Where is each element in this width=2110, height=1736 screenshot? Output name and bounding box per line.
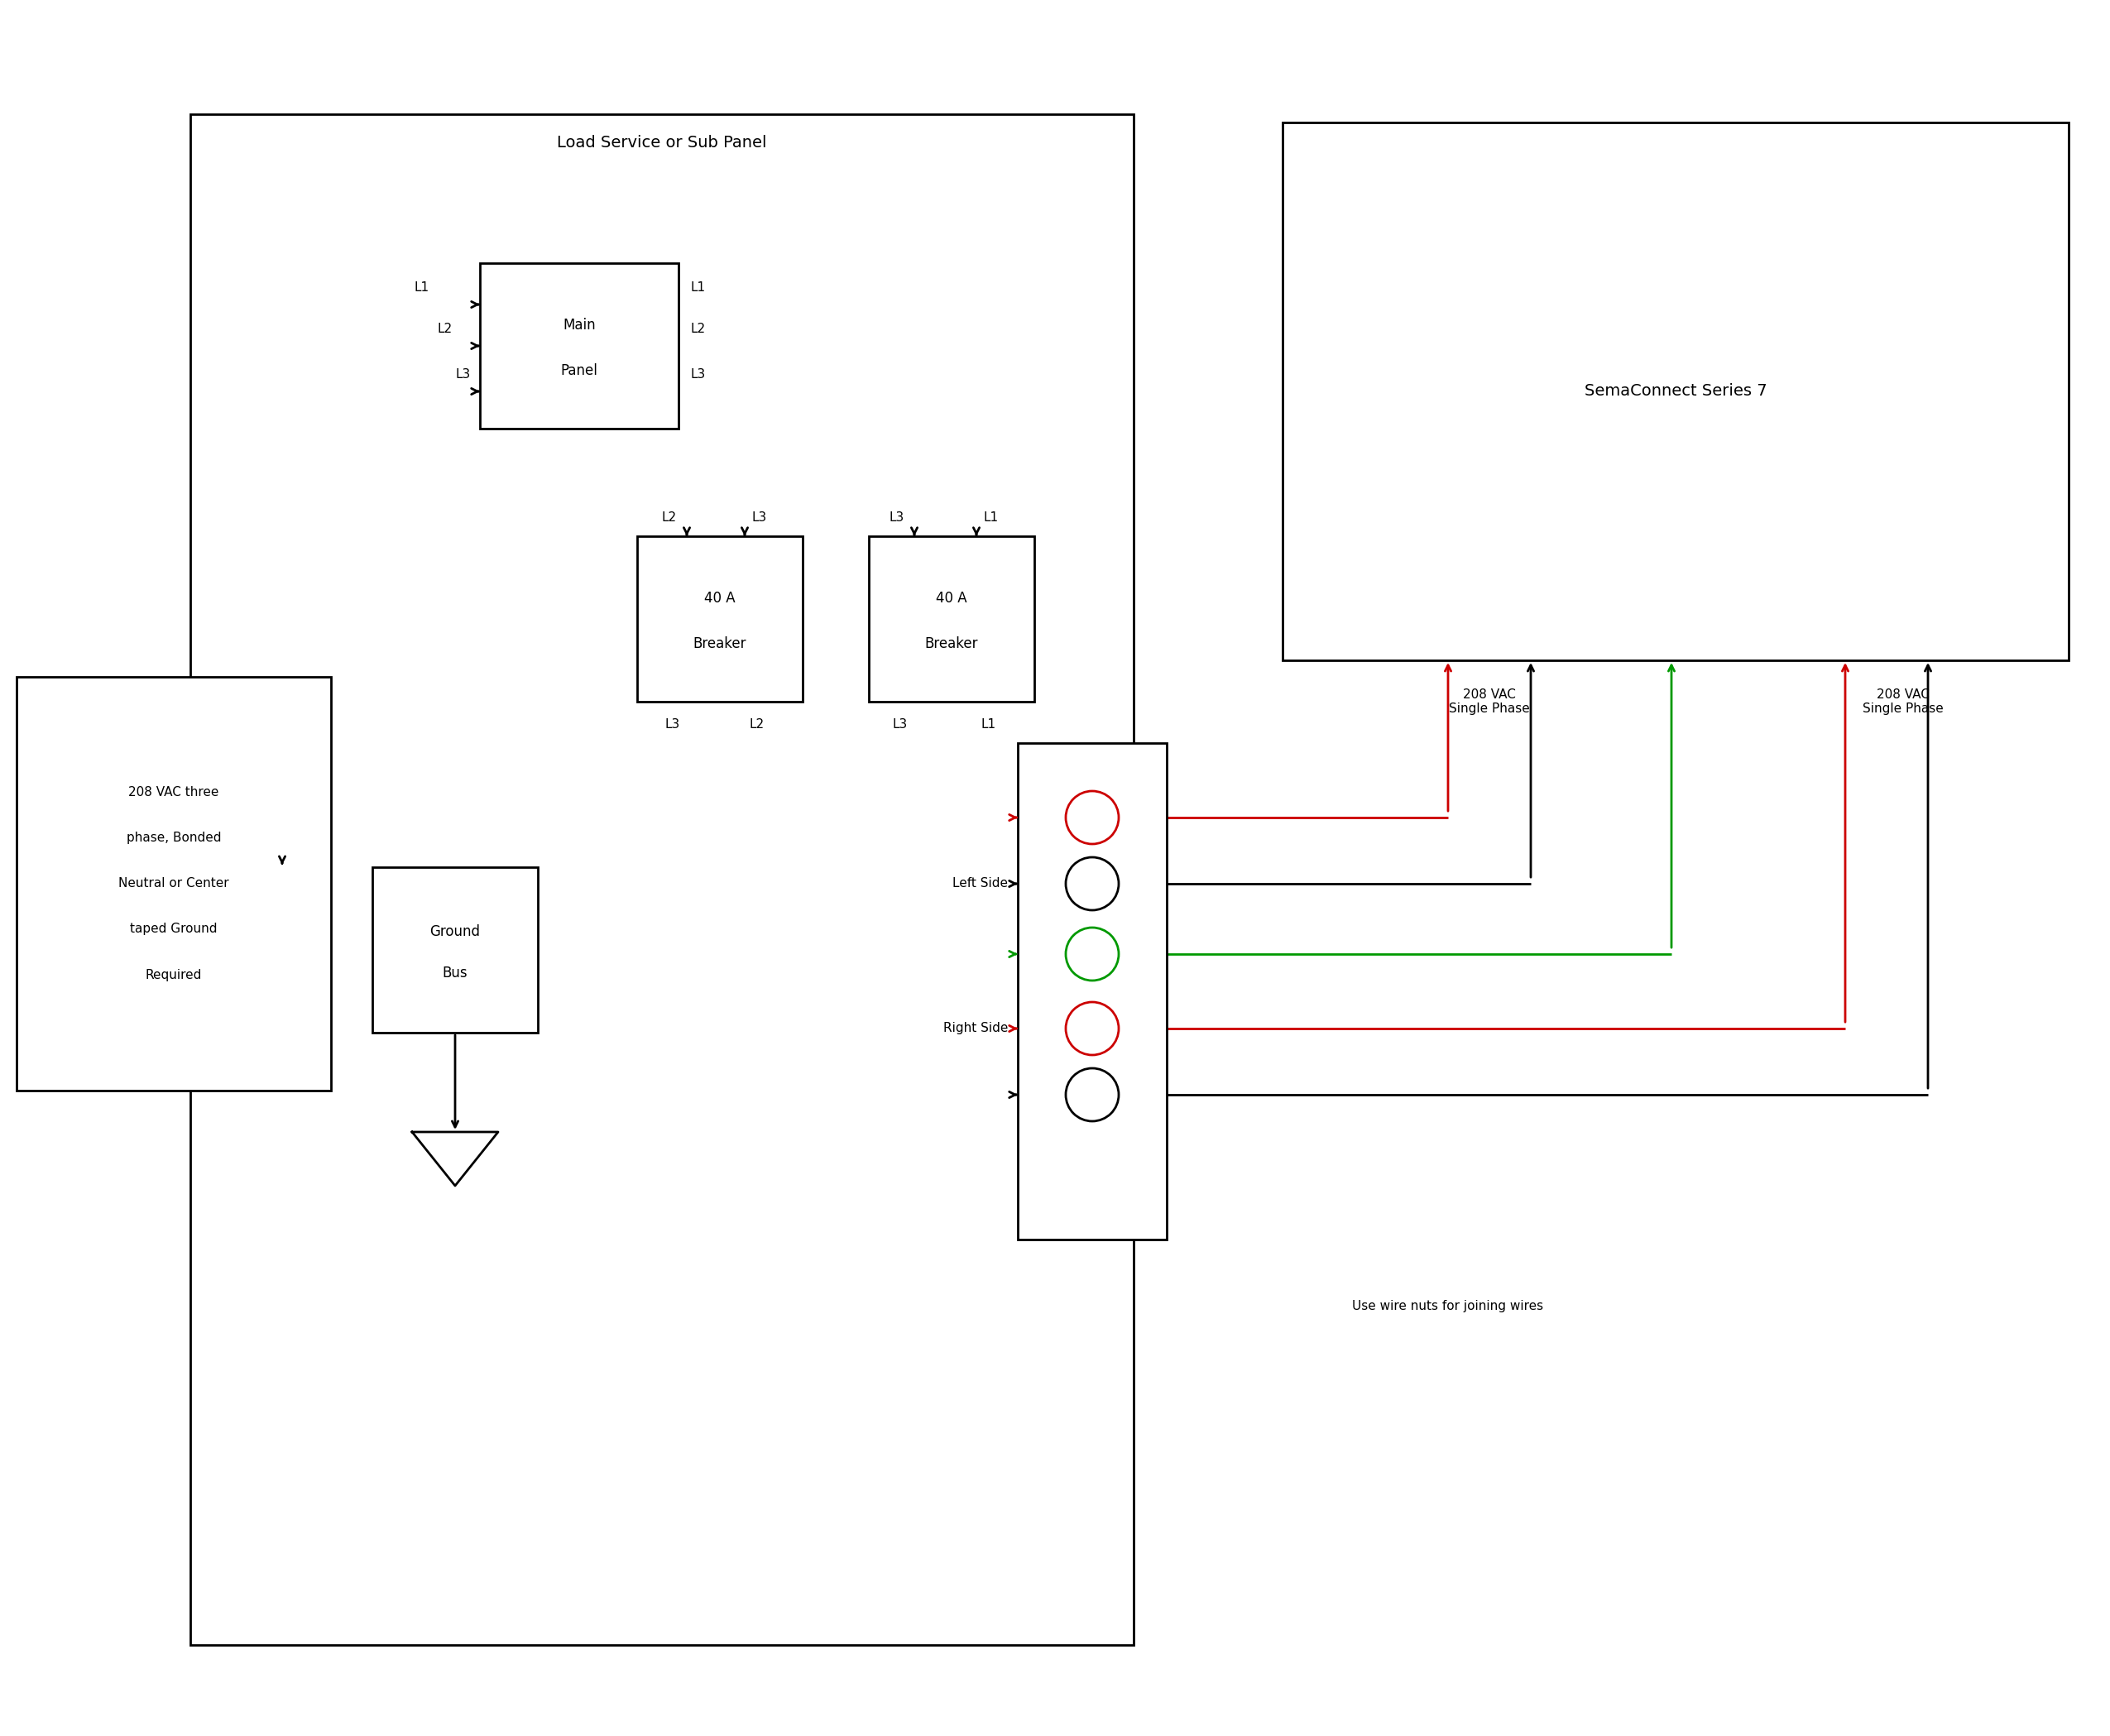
Text: 208 VAC
Single Phase: 208 VAC Single Phase <box>1863 687 1943 715</box>
Bar <box>479 264 679 429</box>
Bar <box>371 868 538 1033</box>
Text: L3: L3 <box>665 719 679 731</box>
Text: taped Ground: taped Ground <box>131 924 217 936</box>
Bar <box>1283 123 2068 660</box>
Text: L2: L2 <box>437 323 454 335</box>
Bar <box>869 536 1034 701</box>
Text: Required: Required <box>146 969 203 981</box>
Text: SemaConnect Series 7: SemaConnect Series 7 <box>1585 384 1766 399</box>
Circle shape <box>1066 927 1118 981</box>
Bar <box>1017 743 1167 1240</box>
Text: Breaker: Breaker <box>694 637 747 651</box>
Bar <box>637 536 802 701</box>
Text: Left Side: Left Side <box>952 877 1009 891</box>
Text: L3: L3 <box>751 512 766 524</box>
Text: Breaker: Breaker <box>924 637 979 651</box>
Circle shape <box>1066 858 1118 910</box>
Text: 208 VAC
Single Phase: 208 VAC Single Phase <box>1450 687 1530 715</box>
Text: Right Side: Right Side <box>943 1023 1009 1035</box>
Text: Main: Main <box>563 318 595 333</box>
Text: L1: L1 <box>414 281 430 293</box>
Text: L1: L1 <box>981 719 996 731</box>
Text: L1: L1 <box>983 512 998 524</box>
Text: L3: L3 <box>893 719 907 731</box>
Text: 40 A: 40 A <box>705 590 736 606</box>
Text: L3: L3 <box>888 512 905 524</box>
Text: Bus: Bus <box>443 965 468 981</box>
Text: Use wire nuts for joining wires: Use wire nuts for joining wires <box>1353 1300 1545 1312</box>
Text: Panel: Panel <box>561 363 597 378</box>
Circle shape <box>1066 1002 1118 1055</box>
Text: Neutral or Center: Neutral or Center <box>118 877 230 891</box>
Text: L1: L1 <box>690 281 707 293</box>
Circle shape <box>1066 792 1118 844</box>
Text: L2: L2 <box>690 323 707 335</box>
Text: L2: L2 <box>749 719 764 731</box>
Text: 40 A: 40 A <box>937 590 966 606</box>
Text: Load Service or Sub Panel: Load Service or Sub Panel <box>557 135 766 151</box>
Text: Ground: Ground <box>430 924 481 939</box>
Text: L3: L3 <box>456 368 471 380</box>
Text: L2: L2 <box>663 512 677 524</box>
Bar <box>190 115 1133 1646</box>
Text: phase, Bonded: phase, Bonded <box>127 832 222 844</box>
Bar <box>17 677 331 1090</box>
Text: 208 VAC three: 208 VAC three <box>129 786 219 799</box>
Circle shape <box>1066 1068 1118 1121</box>
Text: L3: L3 <box>690 368 707 380</box>
